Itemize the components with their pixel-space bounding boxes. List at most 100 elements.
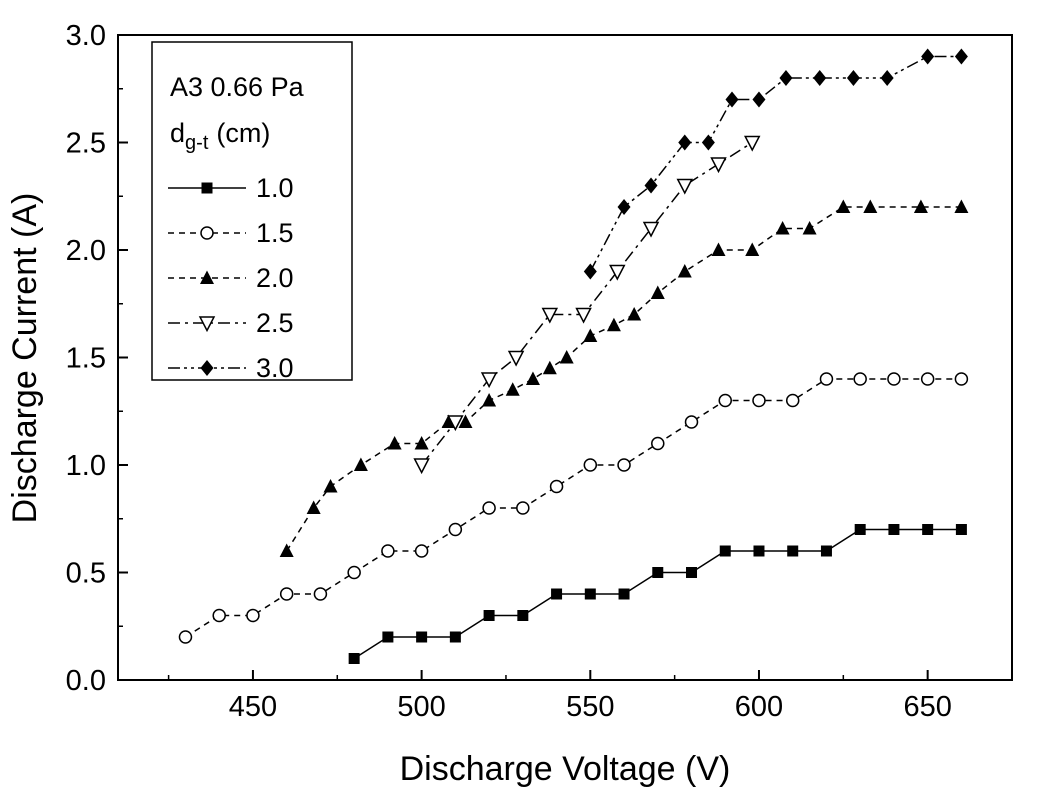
y-tick-label-2.5: 2.5 <box>66 128 106 160</box>
triangle-down-open-marker <box>710 157 727 174</box>
y-tick-label-3.0: 3.0 <box>66 20 106 52</box>
y-tick-label-0.5: 0.5 <box>66 558 106 590</box>
y-axis-title: Discharge Current (A) <box>6 193 44 524</box>
diamond-filled-marker <box>678 134 692 151</box>
triangle-up-filled-marker <box>387 436 402 450</box>
triangle-up-filled-marker <box>775 221 790 235</box>
square-filled-marker <box>652 567 664 578</box>
x-tick-label-500: 500 <box>397 691 445 723</box>
diamond-filled-marker <box>725 91 739 108</box>
legend-entries: 1.0 1.5 2.0 2.5 3.0 <box>168 173 294 383</box>
x-tick-label-550: 550 <box>566 691 614 723</box>
diamond-filled-marker <box>617 199 631 215</box>
circle-open-marker <box>381 544 395 558</box>
legend-title-distance: dg-t (cm) <box>170 118 270 154</box>
triangle-up-filled-marker <box>200 270 214 284</box>
triangle-up-filled-marker <box>863 199 878 213</box>
plot-area: 450 500 550 600 650 0.0 0.5 1.0 1.5 2.0 2.5 3.0 <box>66 20 1013 723</box>
circle-open-marker <box>178 630 193 644</box>
series-2.0 <box>279 199 969 557</box>
diamond-filled-marker <box>752 91 766 108</box>
series-3.0 <box>583 48 968 280</box>
x-tick-label-650: 650 <box>903 691 951 723</box>
legend: A3 0.66 Pa dg-t (cm) 1.0 1.5 2.0 2.5 3.0 <box>151 41 353 383</box>
legend-entry-3.0: 3.0 <box>168 353 294 383</box>
circle-open-marker <box>448 522 463 537</box>
circle-open-marker <box>279 587 294 601</box>
legend-entry-1.5: 1.5 <box>168 218 294 248</box>
legend-entry-label-1.0: 1.0 <box>256 173 294 203</box>
square-filled-marker <box>483 610 495 621</box>
circle-open-marker <box>752 393 766 408</box>
triangle-up-filled-marker <box>583 328 598 342</box>
circle-open-marker <box>819 372 834 386</box>
legend-title-d: d <box>170 118 185 148</box>
legend-title-subscript: g-t <box>185 132 209 154</box>
circle-open-marker <box>853 372 867 386</box>
triangle-down-open-marker <box>480 372 498 389</box>
legend-entry-label-2.0: 2.0 <box>256 263 294 293</box>
square-filled-marker <box>201 182 213 194</box>
triangle-up-filled-marker <box>482 393 497 407</box>
triangle-down-open-marker <box>676 178 693 195</box>
square-filled-marker <box>686 567 698 578</box>
triangle-down-open-marker <box>507 350 525 367</box>
circle-open-marker <box>200 226 214 240</box>
triangle-down-open-marker <box>447 415 464 432</box>
triangle-down-open-marker <box>609 264 626 281</box>
triangle-up-filled-marker <box>542 360 557 375</box>
triangle-up-filled-marker <box>559 350 574 364</box>
triangle-up-filled-marker <box>745 242 760 256</box>
triangle-up-filled-marker <box>353 457 368 471</box>
triangle-up-filled-marker <box>954 199 969 213</box>
circle-open-marker <box>516 501 530 515</box>
legend-entry-1.0: 1.0 <box>168 173 294 203</box>
square-filled-marker <box>955 524 967 535</box>
triangle-down-open-marker <box>744 135 761 152</box>
triangle-down-open-marker <box>413 458 430 475</box>
circle-open-marker <box>246 608 260 623</box>
circle-open-marker <box>549 479 564 494</box>
diamond-filled-marker <box>644 177 658 194</box>
triangle-up-filled-marker <box>414 436 429 450</box>
diamond-filled-marker <box>779 70 793 86</box>
square-filled-marker <box>854 524 866 535</box>
series-1.0 <box>348 524 967 664</box>
legend-entry-label-2.5: 2.5 <box>256 308 294 338</box>
square-filled-marker <box>787 545 799 557</box>
triangle-up-filled-marker <box>458 414 473 428</box>
triangle-down-open-marker <box>541 307 559 324</box>
square-filled-marker <box>551 588 563 600</box>
triangle-up-filled-marker <box>505 382 520 396</box>
circle-open-marker <box>785 393 800 408</box>
series-line-3.0 <box>589 55 962 272</box>
square-filled-marker <box>888 524 900 535</box>
triangle-up-filled-marker <box>306 500 321 514</box>
triangle-up-filled-marker <box>606 317 621 332</box>
triangle-up-filled-marker <box>525 371 540 385</box>
y-tick-label-2.0: 2.0 <box>66 235 106 267</box>
series-line-1.0 <box>353 528 962 660</box>
triangle-down-open-marker <box>642 221 660 238</box>
circle-open-marker <box>414 544 429 558</box>
triangle-up-filled-marker <box>677 264 692 278</box>
legend-entry-label-1.5: 1.5 <box>256 218 294 248</box>
triangle-up-filled-marker <box>323 479 338 493</box>
square-filled-marker <box>348 653 360 664</box>
y-tick-label-0.0: 0.0 <box>66 665 106 697</box>
diamond-filled-marker <box>701 134 715 151</box>
circle-open-marker <box>887 372 901 386</box>
diamond-filled-marker <box>846 70 860 86</box>
triangle-up-filled-marker <box>802 221 817 235</box>
square-filled-marker <box>618 588 630 600</box>
triangle-up-filled-marker <box>836 199 851 213</box>
square-filled-marker <box>584 588 596 600</box>
series-line-2.5 <box>421 141 753 466</box>
x-axis-title: Discharge Voltage (V) <box>400 750 731 788</box>
triangle-down-open-marker <box>575 307 592 324</box>
circle-open-marker <box>651 436 665 451</box>
triangle-up-filled-marker <box>627 307 642 321</box>
circle-open-marker <box>583 458 598 472</box>
